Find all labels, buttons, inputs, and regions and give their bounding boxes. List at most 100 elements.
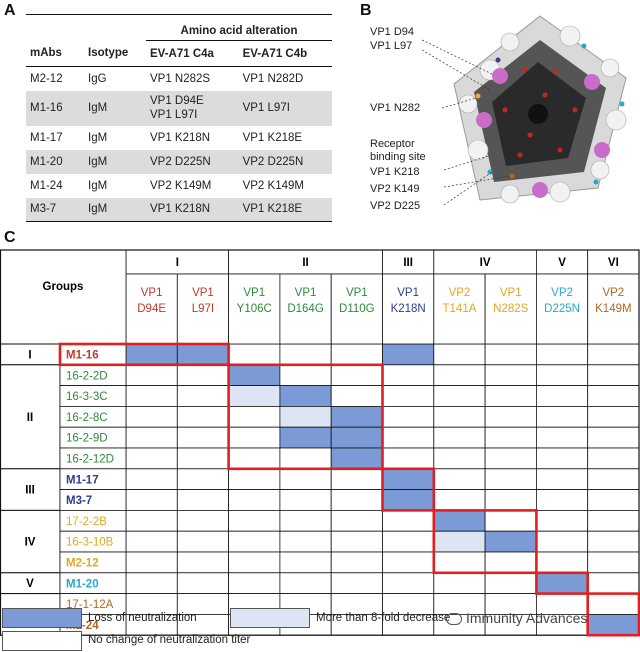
column-header-mutation: D164G [287,303,323,315]
column-header-cell [228,273,281,345]
row-name: 16-3-3C [66,391,108,403]
leader-lines [421,39,511,206]
grid-cell [279,447,332,470]
grid-cell [536,468,589,491]
grid-cell [330,364,383,387]
grid-cell [176,530,230,553]
panel-b-structure: VP1 D94 VP1 L97 VP1 N282 Receptor bindin… [360,0,640,230]
grid-cell [433,468,486,491]
grid-cell [536,343,589,366]
row-name: 16-2-8C [66,412,108,424]
mabs-header: mAbs [26,40,84,67]
grid-cell [125,385,178,407]
red-residues [502,67,578,158]
grid-cell [587,489,640,511]
grid-cell [382,405,435,428]
grid-cell [176,551,230,574]
column-header-protein: VP2 [551,287,573,299]
grid-cell [228,551,281,574]
grid-cell [382,364,435,387]
c4b-header: EV-A71 C4b [238,40,332,67]
grid-cell [125,530,178,553]
grid-cell [382,572,435,594]
grid-cell [484,447,537,470]
grid-cell [279,572,332,594]
grid-cell [125,468,178,491]
row-group-label: V [26,578,34,590]
column-header-mutation: D94E [137,303,166,315]
grid-cell [125,572,178,594]
label-vp1-k218: VP1 K218 [370,166,420,178]
grid-cell [228,509,281,532]
grid-cell [587,613,640,636]
grid-cell [279,509,332,532]
grid-cell [536,572,589,594]
amino-acid-header: Amino acid alteration [146,14,332,41]
grid-cell [125,509,178,532]
column-header-protein: VP1 [397,287,419,299]
table-row: M1-20 IgM VP2 D225N VP2 D225N [26,149,332,174]
grid-cell [279,530,332,553]
column-group-label: IV [480,257,491,269]
grid-cell [330,572,383,594]
grid-cell [536,426,589,449]
label-vp1-d94: VP1 D94 [370,26,415,38]
grid-cell [382,426,435,449]
grid-cell [382,343,435,366]
grid-cell [536,405,589,428]
grid-cell [228,405,281,428]
column-group-label: III [403,257,413,269]
watermark: Immunity Advances [446,610,587,626]
grid-cell [484,489,537,511]
label-binding-site: binding site [370,151,426,163]
grid-cell [587,530,640,553]
grid-cell [176,426,230,449]
column-header-protein: VP1 [243,287,265,299]
grid-cell [536,385,589,407]
grid-cell [587,593,640,615]
grid-cell [176,343,230,366]
capsid-protrusions [458,25,627,204]
grid-cell [176,385,230,407]
grid-cell [176,468,230,491]
column-header-protein: VP1 [295,287,317,299]
group-highlight-box [58,342,230,367]
grid-cell [228,385,281,407]
row-name: 16-2-12D [66,454,114,466]
table-row: M1-17 IgM VP1 K218N VP1 K218E [30,131,303,144]
grid-cell [433,364,486,387]
grid-cell [433,530,486,553]
grid-cell [279,385,332,407]
legend-loss: Loss of neutralization [88,612,197,624]
legend-swatch-loss [2,608,82,628]
grid-cell [587,551,640,574]
column-group-label: V [558,257,566,269]
grid-cell [587,405,640,428]
panel-a-table: Amino acid alteration mAbs Isotype EV-A7… [26,14,332,222]
grid-cell [433,551,486,574]
grid-cell [228,572,281,594]
column-group-label: VI [608,257,619,269]
grid-cell [228,364,281,387]
grid-cell [536,551,589,574]
grid-cell [176,572,230,594]
grid-border [0,249,640,636]
grid-cell [228,489,281,511]
label-vp2-d225: VP2 D225 [370,200,421,212]
grid-cell [279,489,332,511]
table-row: M3-7 IgM VP1 K218N VP1 K218E [26,197,332,222]
grid-cell [330,447,383,470]
grid-cell [279,405,332,428]
column-header-protein: VP1 [141,287,163,299]
column-header-cell [484,273,537,345]
row-name: 16-2-2D [66,370,108,382]
isotype-header: Isotype [84,40,146,67]
grid-cell [382,489,435,511]
c4a-header: EV-A71 C4a [146,40,239,67]
table-row: M1-16 IgM VP1 D94E VP1 L97I VP1 L97I [26,90,332,126]
label-vp1-n282: VP1 N282 [370,102,421,114]
row-name: 17-2-2B [66,516,107,528]
panel-label-b: B [360,2,372,19]
grid-cell [587,509,640,532]
column-header-cell [433,273,486,345]
